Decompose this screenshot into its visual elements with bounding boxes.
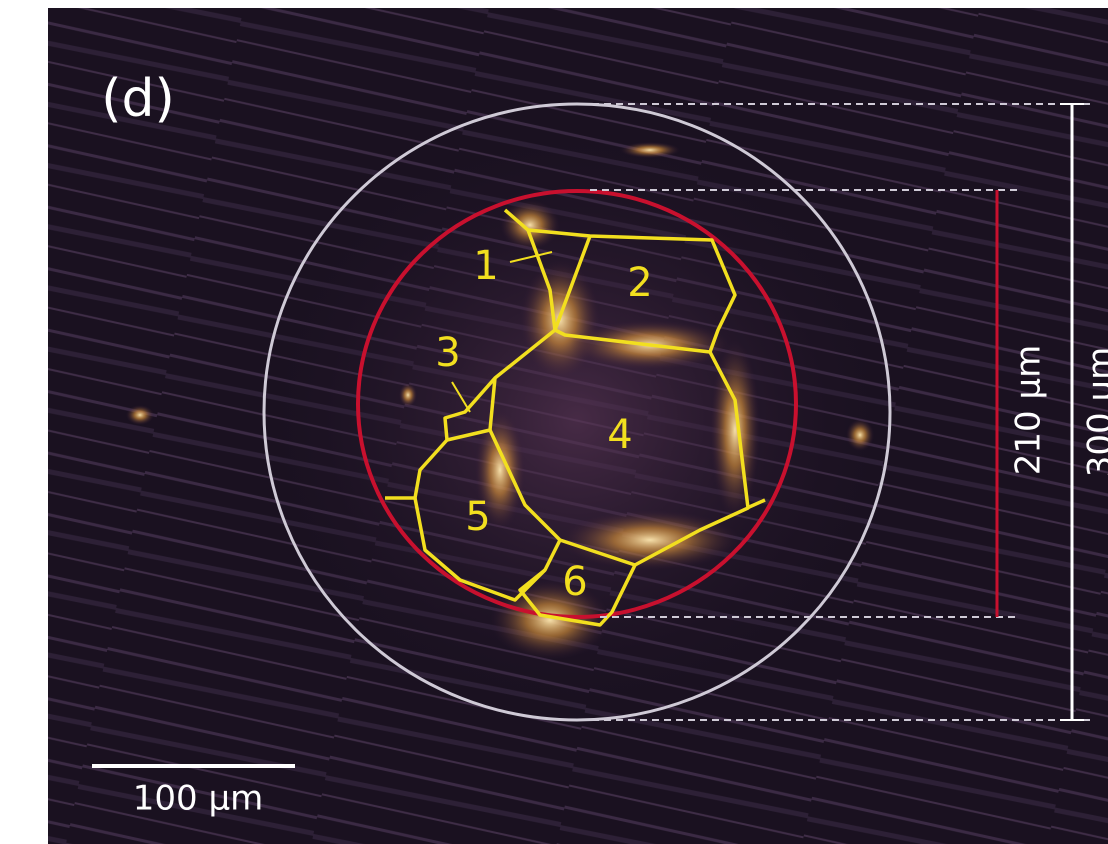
panel-label: (d) <box>101 69 175 129</box>
figure: 1 2 3 4 5 6 210 µm 300 µm (d) 100 µm <box>0 0 1108 844</box>
region-label: 2 <box>627 260 652 306</box>
region-label: 4 <box>607 412 632 458</box>
region-label: 6 <box>562 559 587 605</box>
region-label: 5 <box>465 494 490 540</box>
scale-bar-label: 100 µm <box>133 779 263 819</box>
outer-diameter: 300 µm <box>1081 347 1108 477</box>
region-label: 3 <box>435 330 460 376</box>
inner-diameter: 210 µm <box>1009 345 1049 475</box>
region-label: 1 <box>473 243 498 289</box>
